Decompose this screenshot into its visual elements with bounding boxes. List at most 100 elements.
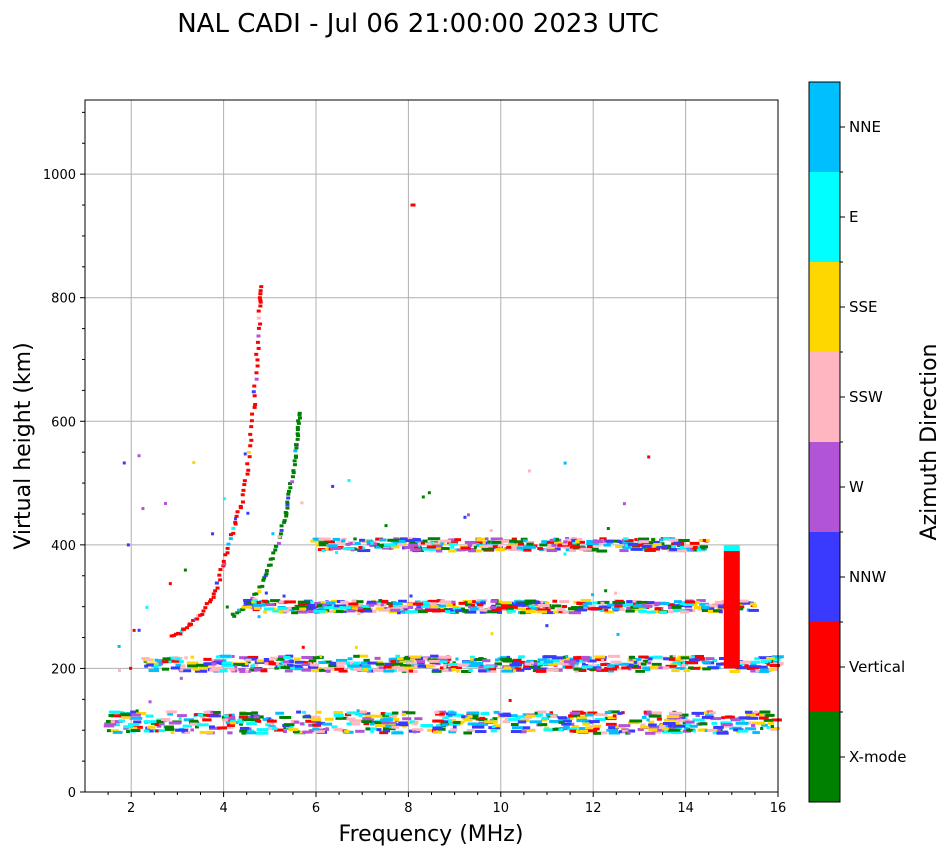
echo-mark (146, 725, 156, 729)
echo-mark (604, 610, 615, 614)
echo-mark (496, 606, 508, 610)
echo-mark (688, 658, 701, 662)
echo-mark (642, 603, 655, 607)
echo-mark (413, 664, 421, 668)
echo-mark (341, 539, 346, 543)
echo-mark (441, 669, 449, 673)
echo-mark (378, 538, 387, 542)
echo-mark (109, 729, 120, 733)
colorbar-segment (809, 532, 840, 622)
echo-mark (221, 715, 226, 719)
echo-mark (283, 723, 295, 727)
echo-mark (432, 542, 446, 546)
echo-mark (684, 604, 693, 608)
echo-mark (228, 537, 233, 541)
echo-mark (331, 665, 345, 669)
echo-mark (323, 605, 335, 609)
echo-mark (302, 730, 313, 734)
echo-mark (283, 655, 291, 659)
echo-mark (365, 727, 377, 731)
echo-mark (631, 608, 645, 612)
echo-mark (374, 714, 385, 718)
echo-mark (262, 576, 267, 580)
echo-mark (522, 667, 532, 671)
echo-mark (222, 562, 227, 566)
echo-mark (353, 667, 362, 671)
echo-mark (523, 548, 532, 552)
echo-mark (447, 541, 458, 545)
echo-mark (126, 730, 131, 734)
echo-mark (196, 663, 208, 667)
echo-mark (334, 667, 345, 671)
y-tick-label: 800 (51, 292, 76, 307)
echo-mark (393, 662, 404, 666)
echo-mark (520, 537, 528, 541)
echo-mark (484, 537, 489, 541)
echo-mark (771, 718, 782, 722)
echo-mark (439, 539, 452, 543)
echo-mark (137, 628, 141, 632)
echo-mark (325, 547, 330, 551)
echo-mark (432, 726, 443, 730)
colorbar-segment (809, 262, 840, 352)
echo-mark (660, 601, 670, 605)
echo-mark (261, 599, 268, 603)
echo-mark (546, 540, 558, 544)
echo-mark (755, 665, 768, 669)
echo-mark (316, 603, 323, 607)
colorbar-label: X-mode (849, 748, 906, 766)
echo-mark (123, 725, 134, 729)
echo-mark (372, 601, 386, 605)
echo-mark (286, 489, 291, 493)
echo-mark (415, 610, 428, 614)
echo-mark (264, 572, 269, 576)
echo-mark (420, 724, 433, 728)
echo-mark (353, 537, 357, 541)
echo-mark (231, 531, 236, 535)
echo-mark (588, 604, 596, 608)
echo-mark (483, 665, 495, 669)
echo-mark (370, 541, 374, 545)
echo-mark (746, 608, 751, 612)
echo-mark (719, 657, 727, 661)
echo-mark (254, 660, 266, 664)
echo-mark (384, 712, 393, 716)
echo-mark (318, 668, 328, 672)
echo-mark (409, 594, 413, 598)
echo-mark (358, 710, 368, 714)
echo-mark (375, 607, 385, 611)
echo-mark (519, 611, 526, 615)
echo-mark (492, 717, 498, 721)
echo-mark (528, 604, 536, 608)
colorbar-label: Vertical (849, 658, 905, 676)
echo-mark (538, 662, 550, 666)
echo-mark (286, 492, 291, 496)
echo-mark (398, 721, 408, 725)
echo-mark (584, 726, 594, 730)
echo-mark (168, 659, 181, 663)
echo-mark (603, 543, 611, 547)
echo-mark (417, 664, 427, 668)
echo-mark (230, 721, 237, 725)
echo-mark (258, 304, 263, 308)
echo-mark (495, 658, 500, 662)
echo-mark (348, 602, 359, 606)
echo-mark (675, 727, 683, 731)
echo-mark (720, 721, 732, 725)
echo-mark (401, 713, 407, 717)
echo-mark (582, 599, 588, 603)
echo-mark (284, 600, 296, 604)
echo-mark (143, 720, 157, 724)
echo-mark (208, 598, 213, 602)
echo-mark (672, 608, 686, 612)
echo-mark (581, 719, 591, 723)
echo-mark (504, 539, 516, 543)
echo-mark (347, 609, 356, 613)
echo-mark (381, 599, 389, 603)
echo-mark (541, 611, 555, 615)
echo-mark (746, 666, 759, 670)
echo-mark (716, 731, 729, 735)
echo-mark (516, 546, 526, 550)
echo-mark (752, 604, 758, 608)
echo-mark (118, 668, 122, 672)
